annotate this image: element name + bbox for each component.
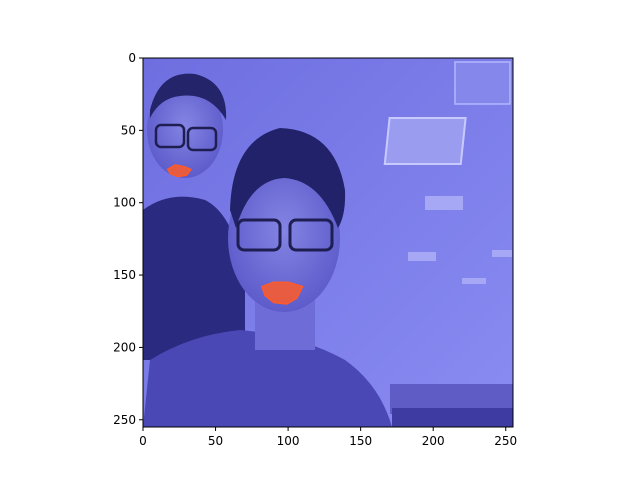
- x-tick-label: 50: [208, 434, 223, 448]
- main-person-hair: [230, 128, 346, 228]
- main-person-glasses: [236, 218, 282, 252]
- y-tick-label: 250: [113, 413, 136, 427]
- main-person-head: [228, 164, 340, 312]
- background-person-hair: [150, 73, 227, 120]
- axes-frame: [142, 57, 514, 428]
- background-person-body: [143, 196, 245, 360]
- ceiling-vent: [383, 117, 467, 165]
- ceiling-light: [462, 278, 486, 284]
- image-panel: [143, 58, 513, 427]
- y-tick-label: 200: [113, 340, 136, 354]
- y-axis: 0 50 100 150 200 250: [113, 51, 143, 427]
- x-tick-label: 0: [139, 434, 147, 448]
- y-tick-label: 150: [113, 268, 136, 282]
- ceiling-light: [425, 196, 463, 210]
- main-person-glasses: [288, 218, 334, 252]
- ceiling-light: [408, 252, 436, 261]
- mouth-segment: [166, 164, 193, 178]
- main-person-body: [143, 330, 392, 427]
- y-tick-label: 50: [121, 123, 136, 137]
- x-tick-label: 250: [494, 434, 517, 448]
- x-tick-label: 150: [349, 434, 372, 448]
- x-tick-label: 100: [277, 434, 300, 448]
- ceiling-light: [454, 61, 511, 105]
- background-person-glasses: [154, 123, 186, 149]
- mouth-segment: [261, 281, 304, 305]
- background-desk: [392, 408, 513, 427]
- y-tick-label: 100: [113, 196, 136, 210]
- y-tick-label: 0: [128, 51, 136, 65]
- x-axis: 0 50 100 150 200 250: [139, 427, 517, 448]
- x-tick-label: 200: [422, 434, 445, 448]
- segments-layer: [166, 164, 304, 305]
- background-person-glasses: [186, 126, 218, 152]
- ceiling-light: [492, 250, 512, 257]
